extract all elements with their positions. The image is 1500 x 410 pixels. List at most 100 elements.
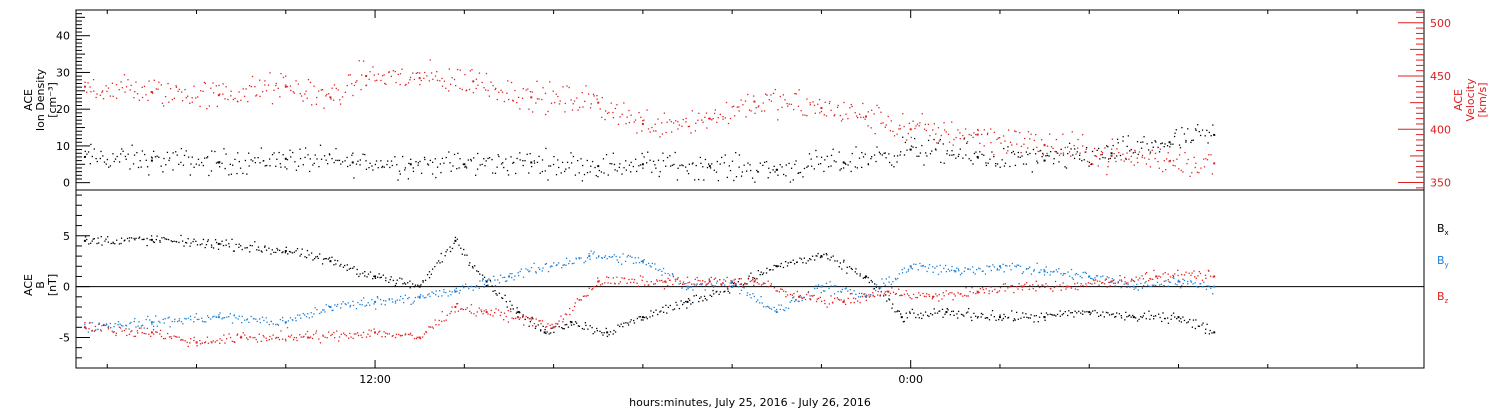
bx-sample (468, 264, 470, 267)
bz-sample (1139, 277, 1141, 279)
bz-sample (1013, 291, 1015, 294)
by-sample (626, 256, 628, 258)
velocity-sample (1082, 134, 1084, 136)
by-sample (706, 283, 709, 285)
bz-sample (781, 288, 783, 291)
density-sample (1004, 162, 1007, 164)
velocity-sample (135, 81, 137, 83)
velocity-sample (309, 81, 312, 84)
bx-sample (633, 322, 636, 324)
bz-sample (687, 282, 689, 284)
bx-sample (949, 314, 952, 316)
velocity-point (820, 106, 823, 109)
density-sample (279, 163, 281, 165)
bz-sample (1150, 278, 1152, 280)
bx-sample (666, 312, 668, 314)
by-sample (870, 294, 872, 296)
by-sample (588, 253, 590, 255)
bz-sample (688, 281, 691, 283)
velocity-sample (867, 111, 869, 113)
bz-sample (714, 277, 717, 279)
velocity-sample (1159, 148, 1162, 150)
by-sample (1160, 283, 1163, 285)
bz-sample (641, 279, 643, 282)
bx-sample (92, 238, 94, 240)
bz-sample (207, 342, 210, 344)
by-sample (1003, 271, 1005, 273)
bz-sample (518, 318, 520, 321)
density-sample (452, 165, 454, 167)
velocity-sample (109, 95, 112, 97)
bz-sample (1074, 283, 1076, 285)
velocity-sample (787, 105, 789, 107)
bz-sample (960, 292, 962, 295)
density-sample (613, 163, 616, 166)
bz-point (1021, 285, 1024, 288)
bx-sample (1014, 319, 1016, 321)
density-sample (915, 146, 917, 149)
velocity-sample (289, 85, 292, 87)
velocity-sample (483, 87, 485, 89)
density-sample (131, 144, 133, 146)
bz-sample (271, 338, 273, 340)
by-sample (1063, 272, 1065, 275)
by-sample (284, 322, 287, 324)
density-sample (340, 163, 342, 165)
bz-sample (1195, 277, 1197, 280)
velocity-sample (423, 77, 425, 79)
by-sample (757, 299, 759, 301)
by-sample (881, 278, 883, 280)
bx-sample (212, 247, 215, 249)
by-sample (685, 283, 687, 285)
bz-sample (1191, 272, 1193, 274)
density-sample (172, 152, 174, 154)
bz-sample (528, 318, 531, 320)
bx-sample (1062, 312, 1065, 315)
by-sample (261, 316, 264, 318)
velocity-sample (341, 96, 344, 98)
by-sample (1019, 265, 1022, 267)
by-sample (544, 263, 547, 265)
velocity-sample (553, 101, 556, 104)
density-sample (268, 158, 271, 160)
by-sample (1079, 275, 1081, 278)
density-sample (108, 166, 110, 168)
velocity-sample (774, 88, 776, 91)
by-sample (791, 297, 794, 299)
bx-sample (850, 267, 852, 270)
bz-sample (646, 280, 648, 283)
bx-sample (287, 253, 289, 255)
velocity-sample (1120, 159, 1122, 161)
velocity-sample (677, 128, 679, 130)
velocity-sample (638, 112, 640, 114)
velocity-sample (111, 82, 114, 84)
density-sample (1158, 151, 1161, 153)
velocity-sample (392, 70, 394, 72)
bz-sample (1050, 288, 1052, 290)
density-sample (359, 164, 361, 166)
velocity-sample (753, 95, 755, 97)
by-sample (669, 274, 671, 276)
density-sample (163, 157, 165, 160)
by-sample (737, 286, 740, 288)
bx-sample (206, 240, 209, 243)
velocity-sample (383, 74, 385, 76)
density-sample (893, 155, 896, 157)
density-sample (364, 153, 366, 156)
bx-sample (841, 268, 843, 270)
velocity-sample (1050, 146, 1053, 148)
bz-point (842, 300, 845, 303)
by-sample (223, 317, 226, 319)
bz-sample (503, 312, 506, 314)
velocity-sample (445, 87, 447, 89)
velocity-sample (1057, 152, 1059, 154)
bx-sample (436, 262, 438, 264)
velocity-sample (813, 104, 816, 107)
bz-sample (796, 290, 799, 293)
bz-sample (136, 330, 139, 332)
density-sample (351, 154, 353, 156)
density-sample (1021, 155, 1023, 157)
density-sample (568, 167, 570, 169)
density-sample (1190, 141, 1192, 144)
density-sample (1107, 145, 1109, 148)
